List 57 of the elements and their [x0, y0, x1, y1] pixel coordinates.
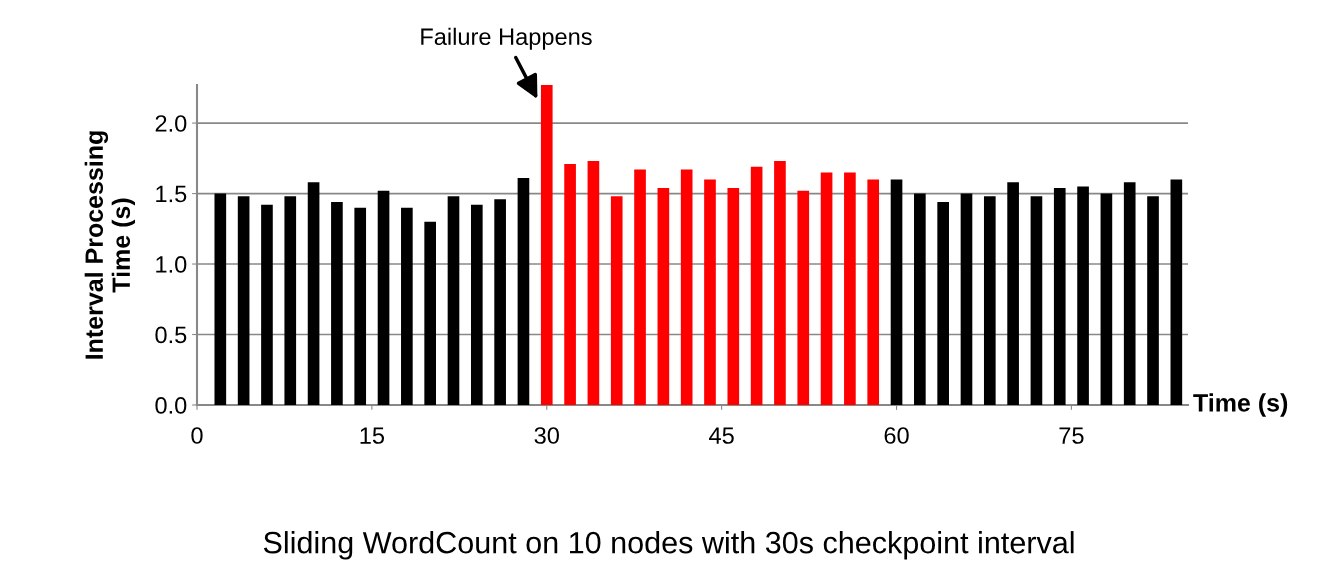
x-tick-label: 60 — [884, 427, 909, 444]
bar — [237, 196, 250, 405]
bar — [704, 179, 716, 405]
bar — [774, 161, 786, 405]
bar — [1170, 179, 1183, 405]
bar — [1077, 186, 1089, 405]
x-tick-label: 0 — [191, 427, 203, 444]
bar — [424, 221, 437, 405]
bar — [680, 169, 693, 405]
y-tick-label: 0.0 — [155, 397, 187, 414]
bar — [447, 196, 460, 405]
x-tick-label: 75 — [1059, 427, 1084, 444]
bar — [797, 190, 810, 405]
bar — [517, 178, 530, 405]
bar — [1100, 193, 1113, 405]
y-tick-label: 0.5 — [155, 326, 187, 344]
bar — [634, 169, 646, 405]
bar — [401, 207, 413, 405]
bar — [1007, 182, 1019, 405]
y-axis-title: Interval Processing Time (s) — [84, 131, 136, 359]
bar — [214, 193, 227, 405]
y-tick-label: 2.0 — [155, 115, 187, 132]
bar — [890, 179, 903, 405]
text: Sliding WordCount on 10 nodes with 30s checkpoint interval — [263, 531, 1074, 560]
bar — [1053, 187, 1066, 405]
bar — [377, 190, 390, 405]
bar — [960, 193, 973, 405]
bar — [564, 163, 576, 405]
x-axis-title: Time (s) — [1193, 393, 1288, 417]
y-tick-label: 1.0 — [156, 256, 187, 273]
y-tick-label: 1.5 — [156, 185, 187, 203]
bar — [284, 196, 297, 405]
bar — [1147, 196, 1159, 405]
bar — [844, 172, 856, 405]
bar — [1123, 182, 1136, 405]
bar — [307, 182, 320, 405]
bar — [937, 202, 949, 405]
bar — [610, 196, 623, 405]
bar — [540, 85, 553, 405]
bar — [1030, 196, 1043, 405]
bar — [331, 202, 343, 405]
x-tick-label: 15 — [360, 427, 385, 444]
bar — [727, 187, 740, 405]
x-tick-label: 45 — [709, 427, 734, 444]
bar — [983, 196, 996, 405]
bar — [914, 193, 926, 405]
bar — [494, 199, 506, 405]
bar — [867, 179, 880, 405]
bar — [470, 204, 483, 405]
bar — [750, 166, 763, 405]
annotation: Failure Happens — [421, 27, 592, 50]
bar — [354, 207, 367, 405]
bar — [820, 172, 833, 405]
bar — [657, 187, 670, 405]
bar — [587, 161, 600, 405]
bar — [261, 204, 273, 405]
x-tick-label: 30 — [534, 427, 559, 444]
